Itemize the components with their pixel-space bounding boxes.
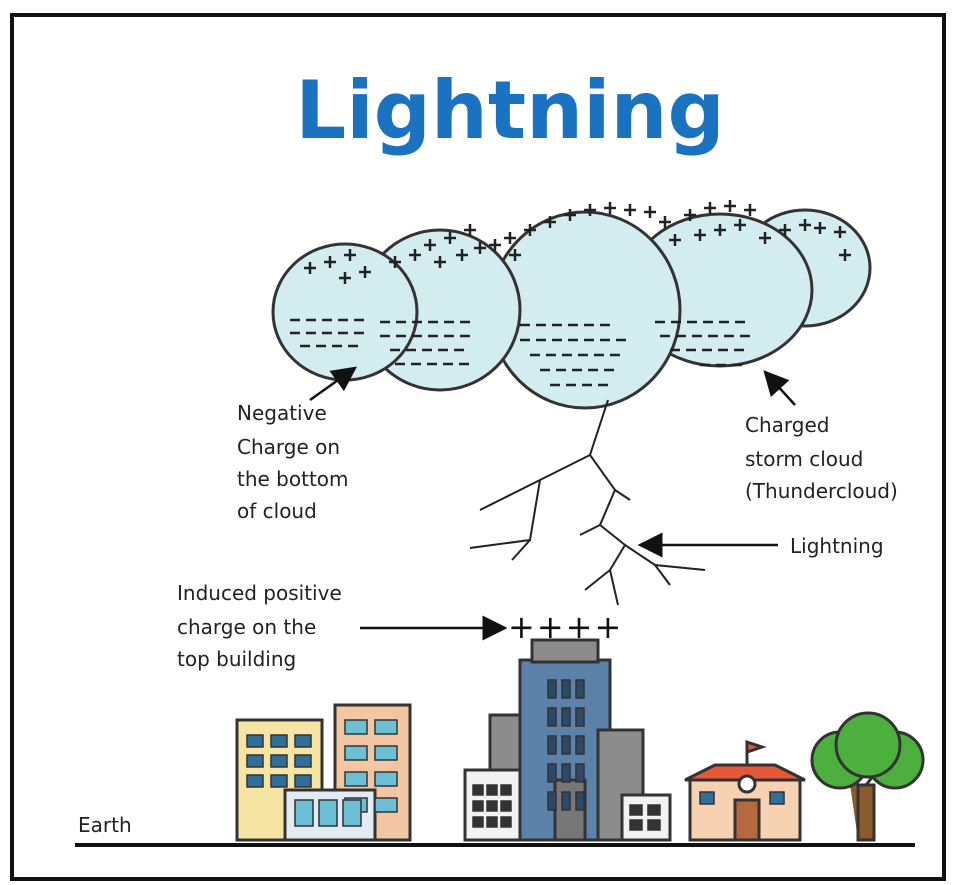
window — [548, 736, 556, 754]
window — [295, 775, 311, 787]
window — [501, 817, 511, 827]
window — [345, 720, 367, 734]
window — [345, 772, 367, 786]
ground-label: Earth — [78, 813, 132, 837]
window — [576, 792, 584, 810]
window — [295, 735, 311, 747]
window — [562, 736, 570, 754]
window — [375, 720, 397, 734]
window — [247, 775, 263, 787]
window — [473, 801, 483, 811]
window — [295, 755, 311, 767]
window — [562, 680, 570, 698]
window — [548, 708, 556, 726]
window — [576, 708, 584, 726]
window — [501, 801, 511, 811]
window — [562, 792, 570, 810]
window — [562, 708, 570, 726]
window — [375, 798, 397, 812]
window — [247, 735, 263, 747]
window — [295, 800, 313, 826]
window — [501, 785, 511, 795]
window — [648, 805, 660, 815]
window — [576, 736, 584, 754]
window — [562, 764, 570, 782]
window — [487, 801, 497, 811]
window — [630, 820, 642, 830]
window — [770, 792, 784, 804]
window — [648, 820, 660, 830]
window — [271, 735, 287, 747]
window — [473, 785, 483, 795]
window — [375, 746, 397, 760]
lightning-label: Lightning — [790, 534, 884, 558]
window — [576, 680, 584, 698]
window — [473, 817, 483, 827]
window — [487, 785, 497, 795]
window — [375, 772, 397, 786]
window — [548, 680, 556, 698]
window — [548, 764, 556, 782]
window — [271, 755, 287, 767]
window — [345, 746, 367, 760]
window — [247, 755, 263, 767]
window — [548, 792, 556, 810]
window — [271, 775, 287, 787]
window — [319, 800, 337, 826]
window — [487, 817, 497, 827]
diagram: Lightning Negative Charge on the bottom … — [0, 0, 955, 885]
window — [700, 792, 714, 804]
title: Lightning — [295, 64, 724, 157]
window — [343, 800, 361, 826]
window — [576, 764, 584, 782]
window — [630, 805, 642, 815]
